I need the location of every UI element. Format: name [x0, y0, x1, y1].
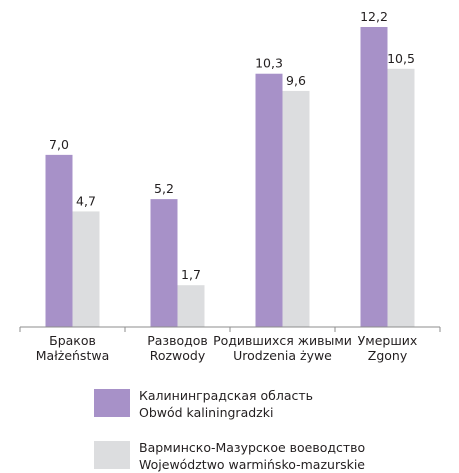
data-label-series-1-category-1: 1,7 [181, 267, 201, 282]
data-label-series-0-category-0: 7,0 [49, 137, 69, 152]
bar-series-1-category-0 [72, 211, 100, 327]
bar-series-0-category-2 [255, 73, 283, 327]
x-tick-label-1-line-1: Rozwody [150, 348, 206, 363]
bar-series-1-category-3 [387, 68, 415, 327]
data-label-series-1-category-2: 9,6 [286, 73, 306, 88]
bar-series-0-category-0 [45, 154, 73, 327]
data-label-series-0-category-3: 12,2 [360, 9, 388, 24]
x-tick-label-0-line-0: Браков [49, 333, 96, 348]
x-tick-label-1-line-0: Разводов [147, 333, 208, 348]
bar-series-0-category-1 [150, 199, 178, 327]
bar-series-1-category-1 [177, 285, 205, 327]
bar-series-0-category-3 [360, 27, 388, 327]
data-label-series-0-category-2: 10,3 [255, 56, 283, 71]
data-label-series-1-category-3: 10,5 [387, 51, 415, 66]
x-tick-label-3-line-1: Zgony [368, 348, 408, 363]
legend-label-warmia-mazury-pl: Województwo warmińsko-mazurskie [139, 457, 365, 472]
data-label-series-0-category-1: 5,2 [154, 181, 174, 196]
legend-label-kaliningrad-pl: Obwód kaliningradzki [139, 405, 274, 420]
legend-swatch-warmia-mazury [94, 441, 130, 469]
legend-swatch-kaliningrad [94, 389, 130, 417]
x-tick-label-3-line-0: Умерших [358, 333, 418, 348]
x-tick-label-2-line-1: Urodzenia żywe [233, 348, 332, 363]
bar-series-1-category-2 [282, 90, 310, 328]
x-tick-label-0-line-1: Małżeństwa [36, 348, 109, 363]
legend-label-warmia-mazury-ru: Варминско-Мазурское воеводство [139, 440, 366, 455]
data-label-series-1-category-0: 4,7 [76, 193, 96, 208]
legend-label-kaliningrad-ru: Калининградская область [139, 388, 314, 403]
x-tick-label-2-line-0: Родившихся живыми [213, 333, 352, 348]
